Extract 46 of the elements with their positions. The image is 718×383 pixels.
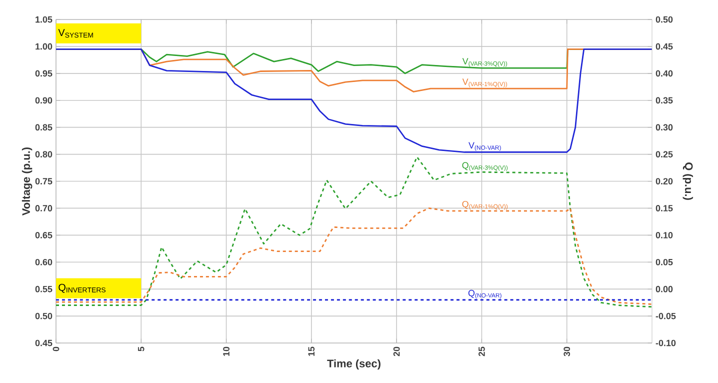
x-tick-label: 0 (52, 346, 60, 352)
series-label: V$_{(VAR-3%Q(V))}$ (462, 58, 508, 67)
y-tick-label: 0.60 (35, 258, 52, 266)
y-tick-label: 0.90 (35, 97, 52, 104)
y-tick-label: 0.45 (35, 340, 52, 346)
y2-axis-title: Q (p.u.) (682, 162, 694, 200)
y2-tick-label: -0.05 (656, 312, 676, 320)
y-axis-title: Voltage (p.u.) (22, 147, 32, 216)
line-series (55, 156, 653, 308)
y2-tick-label: 0.10 (656, 232, 673, 238)
series-label: Q$_{(VAR-1%Q(V))}$ (462, 200, 508, 210)
y-tick-label: 0.50 (35, 312, 52, 320)
x-tick-label: 25 (478, 346, 485, 356)
y2-tick-label: 0.05 (656, 258, 673, 266)
y2-tick-label: 0.15 (656, 205, 673, 212)
y-tick-label: 1.05 (36, 16, 52, 23)
y2-tick-label: 0.40 (656, 70, 673, 77)
y-tick-label: 0.70 (35, 205, 52, 212)
y2-tick-label: 0.45 (656, 43, 673, 50)
line-series (55, 48, 653, 153)
annotation: $\mathrm{Q}_{\mathrm{INVERTERS}}$ (58, 284, 106, 293)
x-axis-title: Time (sec) (327, 359, 380, 370)
y-tick-label: 0.55 (35, 286, 52, 292)
x-tick-label: 30 (564, 346, 570, 356)
y2-tick-label: 0.35 (656, 97, 673, 104)
x-tick-label: 10 (223, 346, 230, 356)
series-label: Q$_{(NO-VAR)}$ (468, 290, 502, 299)
y-tick-label: 1.00 (36, 43, 52, 50)
y2-tick-label: 0.20 (656, 178, 673, 184)
y-tick-label: 0.95 (35, 70, 52, 77)
y2-tick-label: 0.25 (656, 151, 673, 158)
y2-tick-label: -0.10 (656, 340, 676, 346)
annotation: $\mathrm{V}_{\mathrm{SYSTEM}}$ (58, 29, 93, 38)
y-tick-label: 0.75 (35, 178, 52, 184)
y-tick-label: 0.65 (35, 232, 52, 238)
series-label: V$_{(NO-VAR)}$ (468, 142, 501, 151)
y-tick-label: 0.80 (35, 151, 52, 158)
x-tick-label: 15 (308, 346, 315, 356)
series-label: V$_{(VAR-1%Q(V))}$ (462, 78, 508, 88)
x-tick-label: 5 (138, 346, 144, 352)
y2-tick-label: 0.50 (656, 16, 673, 23)
y2-tick-label: 0.00 (656, 286, 673, 292)
x-tick-label: 20 (393, 346, 400, 356)
y-tick-label: 0.85 (35, 124, 52, 131)
series-label: Q$_{(VAR-3%Q(V))}$ (462, 162, 508, 171)
y2-tick-label: 0.30 (656, 124, 673, 131)
